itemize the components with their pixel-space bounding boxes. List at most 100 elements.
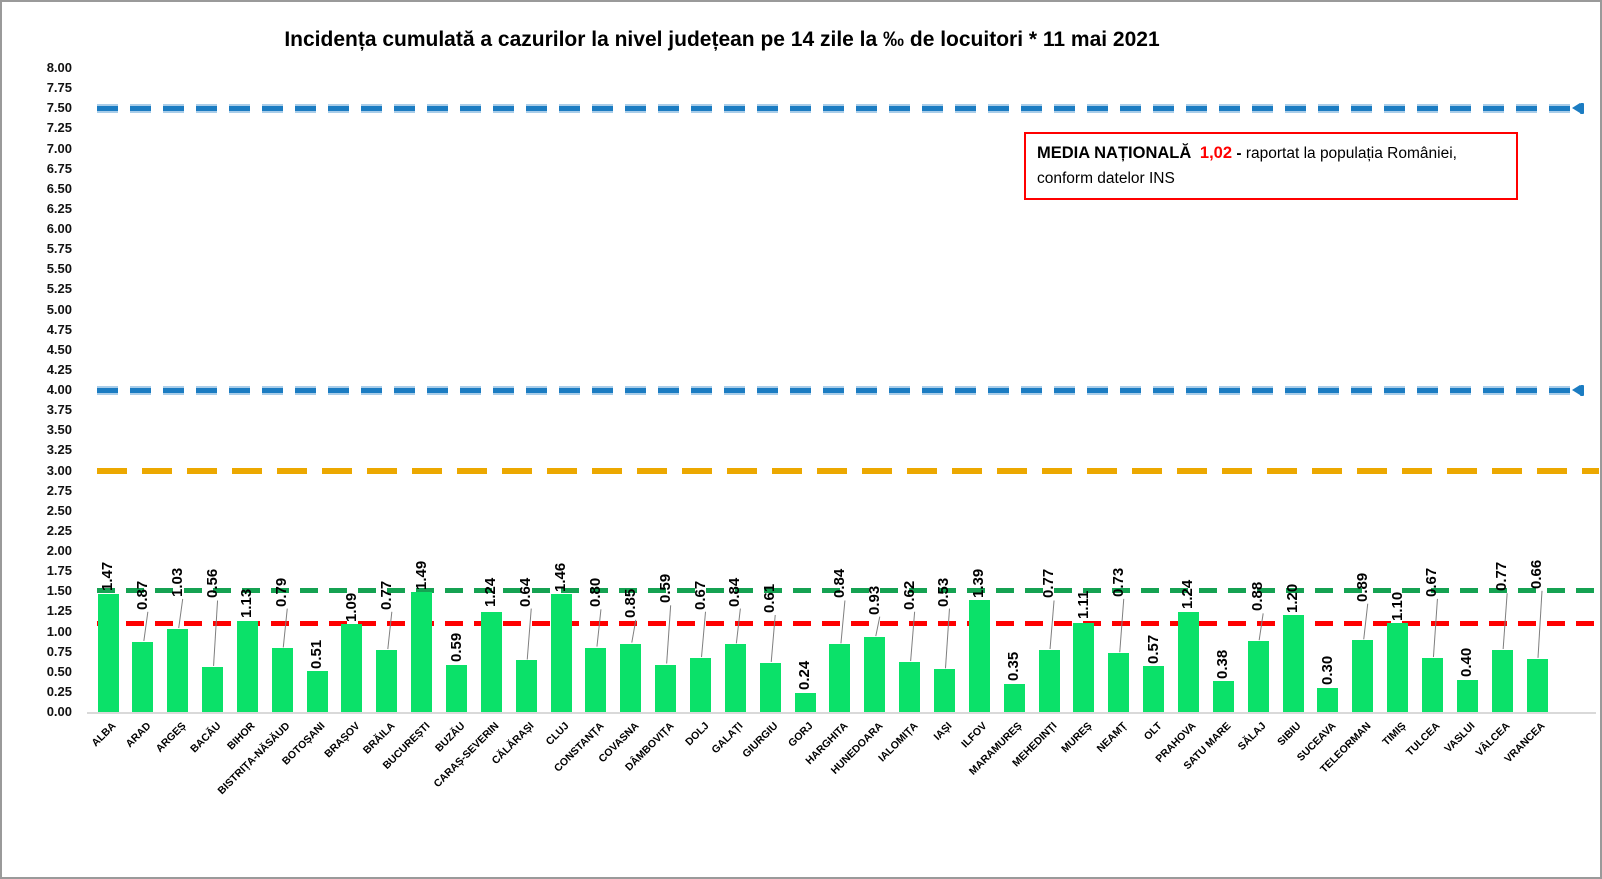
bar xyxy=(899,662,921,712)
bar-value-label: 1.46 xyxy=(552,562,570,593)
bar xyxy=(1387,623,1409,712)
y-axis-tick-label: 5.00 xyxy=(46,301,72,317)
bar-value-label: 0.84 xyxy=(830,569,848,599)
bar xyxy=(794,692,816,712)
y-axis-tick-label: 7.25 xyxy=(46,120,72,136)
bar-value-label: 0.59 xyxy=(656,574,674,604)
bar xyxy=(271,648,293,712)
y-axis-tick-label: 5.25 xyxy=(46,281,72,297)
bar-value-label: 0.77 xyxy=(1493,562,1511,592)
bar xyxy=(1491,650,1513,712)
chart-title: Incidența cumulată a cazurilor la nivel … xyxy=(284,28,1160,51)
bar xyxy=(1003,683,1025,712)
y-axis-tick-label: 0.50 xyxy=(46,663,72,679)
y-axis-tick-label: 3.00 xyxy=(46,462,72,478)
bar-value-label: 1.10 xyxy=(1388,591,1406,622)
reference-line xyxy=(97,587,1599,593)
bar xyxy=(1108,653,1130,712)
y-axis-tick-label: 6.25 xyxy=(46,200,72,216)
bar-value-label: 0.87 xyxy=(133,580,151,610)
bar-value-label: 1.24 xyxy=(1179,579,1197,609)
bar-value-label: 0.64 xyxy=(517,577,535,607)
leader-line xyxy=(735,608,741,644)
bar xyxy=(1526,658,1548,712)
legend-description-line2: conform datelor INS xyxy=(1037,169,1175,187)
y-axis-tick-label: 7.50 xyxy=(46,100,72,116)
bar-value-label: 0.66 xyxy=(1528,559,1545,589)
legend-separator: - xyxy=(1236,145,1242,162)
bar xyxy=(1352,640,1374,712)
y-axis-tick-label: 4.75 xyxy=(46,321,72,337)
bar-value-label: 1.09 xyxy=(342,592,360,622)
bar-value-label: 0.73 xyxy=(1109,567,1127,597)
leader-line xyxy=(875,616,881,637)
national-average-value: 1,02 xyxy=(1199,144,1233,162)
bar xyxy=(585,647,607,712)
y-axis-tick-label: 3.75 xyxy=(46,402,72,418)
bar xyxy=(1247,641,1269,712)
legend-description-line1: raportat la populația României, xyxy=(1245,145,1457,162)
national-average-box: MEDIA NAȚIONALĂ 1,02 - raportat la popul… xyxy=(1024,132,1518,200)
bar xyxy=(933,669,955,712)
leader-line xyxy=(1258,613,1264,641)
leader-line xyxy=(143,611,149,642)
leader-line xyxy=(631,619,637,643)
bar xyxy=(864,637,886,712)
bar-value-label: 0.40 xyxy=(1458,648,1476,678)
bar-value-label: 1.39 xyxy=(970,568,988,598)
bar xyxy=(446,664,468,712)
bar xyxy=(132,641,154,712)
bar-value-label: 0.88 xyxy=(1249,582,1267,612)
bar-value-label: 0.80 xyxy=(586,578,604,608)
x-axis-line xyxy=(87,712,1596,714)
bar-value-label: 1.24 xyxy=(482,578,500,608)
bar xyxy=(480,612,502,712)
bar xyxy=(202,666,224,712)
bar xyxy=(1282,615,1304,712)
y-axis-tick-label: 5.50 xyxy=(46,261,72,277)
bar xyxy=(550,594,572,712)
leader-line xyxy=(1502,593,1508,650)
y-axis-tick-label: 6.00 xyxy=(46,221,72,236)
bar-value-label: 0.56 xyxy=(203,569,221,599)
bar xyxy=(829,644,851,712)
bar-value-label: 1.11 xyxy=(1074,591,1092,620)
bar-value-label: 1.13 xyxy=(238,588,256,618)
leader-line xyxy=(1119,598,1125,653)
bar xyxy=(724,644,746,712)
arrow-marker xyxy=(1580,102,1584,114)
y-axis-tick-label: 7.75 xyxy=(46,80,72,96)
y-axis-tick-label: 8.00 xyxy=(46,60,72,75)
bar-value-label: 0.51 xyxy=(308,639,326,669)
bar xyxy=(97,593,119,712)
national-average-label: MEDIA NAȚIONALĂ xyxy=(1037,144,1192,162)
bar xyxy=(1038,650,1060,712)
bar xyxy=(1456,679,1478,712)
y-axis-tick-label: 4.25 xyxy=(46,361,72,377)
bar-value-label: 0.67 xyxy=(691,580,709,610)
y-axis-tick-label: 4.00 xyxy=(46,382,72,397)
leader-line xyxy=(213,600,219,666)
leader-line xyxy=(1049,600,1055,650)
y-axis-tick-label: 0.00 xyxy=(46,704,72,719)
leader-line xyxy=(910,611,916,662)
leader-line xyxy=(666,605,672,664)
bar xyxy=(1421,658,1443,712)
bar xyxy=(376,650,398,712)
leader-line xyxy=(1432,598,1438,658)
bar-value-label: 0.89 xyxy=(1353,572,1371,602)
bar-value-label: 1.47 xyxy=(99,562,116,592)
reference-line xyxy=(97,103,1574,113)
y-axis-tick-label: 5.75 xyxy=(46,241,72,257)
y-axis-tick-label: 2.50 xyxy=(46,502,72,518)
bar-value-label: 0.61 xyxy=(761,583,779,613)
bar-value-label: 0.77 xyxy=(1040,569,1058,599)
leader-line xyxy=(596,609,602,647)
y-axis-tick-label: 1.75 xyxy=(46,563,72,579)
bar-value-label: 0.30 xyxy=(1318,656,1336,686)
leader-line xyxy=(944,608,950,669)
bar xyxy=(236,621,258,712)
bar xyxy=(341,624,363,712)
bar-value-label: 0.67 xyxy=(1423,567,1441,597)
